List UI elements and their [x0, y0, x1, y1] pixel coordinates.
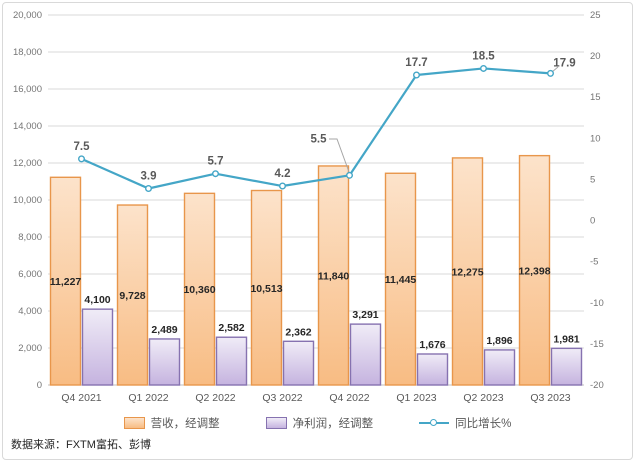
growth-line-label: 18.5 [472, 50, 495, 62]
label-leader-line [329, 138, 350, 173]
left-axis-tick: 6,000 [18, 269, 42, 280]
profit-bar-label: 4,100 [84, 294, 110, 306]
left-axis-tick: 18,000 [13, 47, 42, 58]
revenue-bar [317, 165, 350, 386]
profit-bar [215, 336, 248, 386]
legend-item-growth: 同比增长% [419, 415, 511, 431]
left-axis-tick: 20,000 [13, 10, 42, 21]
revenue-bar-label: 12,275 [451, 266, 483, 278]
revenue-bar [116, 204, 149, 386]
growth-marker [211, 170, 219, 178]
growth-marker [480, 64, 488, 72]
category-label: Q3 2023 [530, 392, 570, 404]
profit-bar [483, 349, 516, 386]
profit-bar [282, 340, 315, 386]
profit-bar [81, 308, 114, 386]
category-label: Q4 2022 [329, 392, 369, 404]
legend-label-revenue: 营收，经调整 [150, 418, 220, 430]
revenue-bar-label: 10,513 [250, 283, 282, 295]
left-axis-tick: 2,000 [18, 343, 42, 354]
growth-line-label: 5.7 [208, 156, 224, 168]
growth-line-marker-icon [419, 419, 450, 427]
profit-bar [349, 323, 382, 386]
data-source-note: 数据来源：FXTM富拓、彭博 [11, 439, 151, 451]
legend-label-growth: 同比增长% [455, 418, 512, 430]
profit-bar [416, 353, 449, 386]
revenue-bar [250, 189, 283, 386]
revenue-bar-label: 9,728 [119, 290, 145, 302]
left-axis-tick: 8,000 [18, 232, 42, 243]
right-axis-tick: -10 [590, 298, 604, 309]
growth-marker [144, 184, 152, 192]
growth-marker [77, 155, 85, 163]
category-label: Q2 2022 [195, 392, 235, 404]
right-axis-tick: 5 [590, 174, 595, 185]
profit-bar-label: 2,489 [151, 324, 177, 336]
revenue-bar-label: 11,445 [385, 274, 417, 286]
chart-legend: 营收，经调整 净利润，经调整 同比增长% [0, 413, 635, 433]
category-label: Q2 2023 [463, 392, 503, 404]
revenue-bar [183, 192, 216, 386]
category-label: Q4 2021 [61, 392, 101, 404]
left-axis-tick: 14,000 [13, 121, 42, 132]
growth-line-label: 7.5 [74, 141, 91, 153]
revenue-bar [451, 157, 484, 386]
revenue-bar [518, 154, 551, 386]
left-axis-tick: 4,000 [18, 306, 42, 317]
right-axis-tick: -20 [590, 380, 604, 391]
right-axis-tick: 15 [590, 92, 601, 103]
category-label: Q3 2022 [262, 392, 302, 404]
left-axis-tick: 16,000 [13, 84, 42, 95]
growth-line-label: 4.2 [275, 168, 291, 180]
right-axis-tick: 25 [590, 10, 601, 21]
right-axis-tick: -15 [590, 339, 604, 350]
category-label: Q1 2022 [128, 392, 168, 404]
legend-item-profit: 净利润，经调整 [265, 415, 374, 431]
growth-marker [346, 171, 354, 179]
revenue-bar [49, 176, 82, 386]
profit-bar-label: 1,981 [553, 333, 579, 345]
growth-line-label: 17.7 [405, 57, 427, 69]
profit-bar-label: 2,582 [218, 322, 244, 334]
growth-marker [547, 69, 555, 77]
growth-line-label: 5.5 [311, 133, 328, 145]
right-axis-tick: 0 [590, 216, 595, 227]
profit-bar-label: 1,896 [486, 335, 512, 347]
growth-line-label: 3.9 [141, 170, 157, 182]
left-axis-tick: 12,000 [13, 158, 42, 169]
profit-bar-label: 3,291 [352, 309, 378, 321]
left-axis-tick: 0 [37, 380, 42, 391]
growth-marker [413, 71, 421, 79]
revenue-bar-label: 11,840 [318, 270, 350, 282]
right-axis-tick: -5 [590, 257, 598, 268]
legend-label-profit: 净利润，经调整 [292, 418, 374, 430]
revenue-bar-label: 11,227 [50, 276, 82, 288]
profit-bar-label: 2,362 [285, 326, 311, 338]
growth-line-label: 17.9 [553, 57, 575, 69]
revenue-bar-label: 12,398 [518, 265, 550, 277]
growth-marker [279, 182, 287, 190]
left-axis-tick: 10,000 [13, 195, 42, 206]
revenue-swatch-icon [123, 417, 145, 429]
legend-item-revenue: 营收，经调整 [123, 415, 220, 431]
revenue-bar-label: 10,360 [183, 284, 215, 296]
profit-bar [148, 338, 181, 386]
profit-bar-label: 1,676 [419, 339, 445, 351]
right-axis-tick: 20 [590, 51, 601, 62]
profit-swatch-icon [265, 417, 287, 429]
growth-dot-swatch [430, 419, 438, 426]
profit-bar [550, 347, 583, 386]
growth-line [81, 67, 551, 190]
right-axis-tick: 10 [590, 133, 601, 144]
revenue-bar [384, 172, 417, 386]
category-label: Q1 2023 [396, 392, 436, 404]
